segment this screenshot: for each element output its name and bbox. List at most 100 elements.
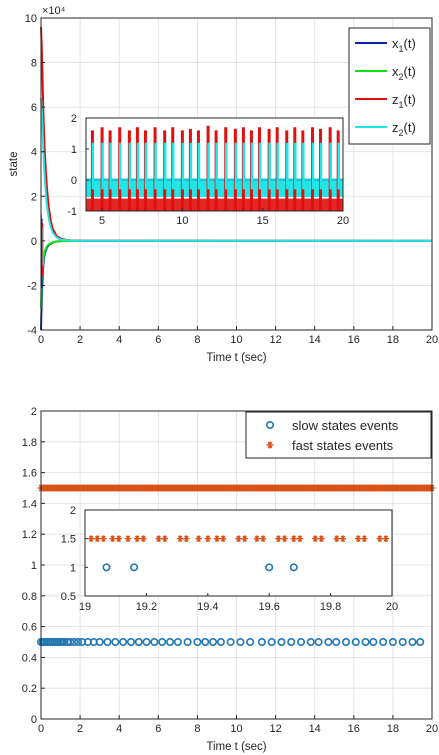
slow-event-marker: [119, 637, 128, 646]
inset-y-tick-label: 1: [70, 562, 76, 574]
y-tick-label: -4: [27, 325, 37, 337]
legend-label: z1(t): [392, 92, 416, 110]
chart-2: 0 2 4 6 8 10 12 14 16 18 2000.20.40.60.811.21.41.6…: [22, 406, 438, 753]
slow-event-marker: [142, 637, 151, 646]
slow-event-marker: [166, 637, 175, 646]
slow-event-marker: [297, 637, 306, 646]
x-tick-label: 2: [77, 334, 83, 346]
inset-y-tick-label: 2: [71, 113, 77, 125]
slow-event-marker: [150, 637, 159, 646]
slow-event-marker: [246, 637, 255, 646]
inset-fast-marker: [204, 535, 211, 542]
slow-event-marker: [398, 637, 407, 646]
inset-x-tick-label: 5: [99, 215, 105, 227]
x-tick-label: 12: [269, 334, 281, 346]
x-tick-label: 10: [230, 723, 242, 735]
inset-fast-marker: [339, 535, 347, 542]
inset-fast-marker: [133, 535, 141, 542]
inset-fast-marker: [312, 535, 319, 542]
y-tick-label: 1.4: [22, 498, 37, 510]
legend-label-suffix: (t): [404, 64, 416, 79]
x-tick-label: 6: [155, 334, 161, 346]
legend-swatch-fast: [266, 441, 274, 449]
inset-x-tick-label: 19.8: [320, 601, 341, 613]
x-axis-label: Time t (sec): [206, 352, 266, 364]
inset-fast-marker: [253, 535, 261, 542]
y-tick-label: 0.6: [22, 622, 37, 634]
y-tick-label: 4: [31, 147, 37, 159]
inset-slow-marker: [265, 563, 274, 572]
inset-fast-marker: [361, 535, 368, 542]
slow-event-marker: [183, 637, 192, 646]
x-tick-label: 2: [77, 723, 83, 735]
inset-x-tick-label: 20: [386, 601, 398, 613]
inset-frame: [84, 509, 393, 597]
inset-y-tick-label: 0.5: [61, 591, 76, 603]
legend-label-suffix: (t): [404, 36, 416, 51]
slow-event-marker: [416, 637, 425, 646]
slow-event-marker: [103, 637, 112, 646]
inset-fast-marker: [213, 535, 221, 542]
slow-event-marker: [388, 637, 397, 646]
legend-label-sub: 2: [399, 72, 404, 82]
inset-fast-marker: [290, 535, 297, 542]
x-tick-label: 8: [194, 723, 200, 735]
x-tick-label: 14: [309, 334, 321, 346]
slow-event-marker: [306, 637, 315, 646]
inset-fast-marker: [235, 535, 242, 542]
y-tick-label: 10: [25, 13, 37, 25]
slow-event-marker: [379, 637, 388, 646]
slow-event-marker: [173, 637, 182, 646]
inset-x-tick-label: 15: [257, 215, 269, 227]
slow-event-marker: [126, 637, 135, 646]
inset-fast-marker: [281, 535, 288, 542]
inset-slow-marker: [102, 563, 111, 572]
slow-event-marker: [209, 637, 218, 646]
legend-label-suffix: (t): [404, 92, 416, 107]
slow-event-marker: [216, 637, 225, 646]
slow-event-marker: [111, 637, 120, 646]
inset-z1-band: [86, 198, 343, 211]
slow-event-marker: [361, 637, 370, 646]
legend-label-sub: 2: [399, 128, 404, 138]
legend-swatch-slow: [265, 420, 274, 429]
slow-event-marker: [287, 637, 296, 646]
slow-event-marker: [369, 637, 378, 646]
slow-event-marker: [193, 637, 202, 646]
x-tick-label: 16: [348, 723, 360, 735]
legend-label-base: z: [392, 92, 399, 107]
inset-slow-marker: [130, 563, 139, 572]
inset-x-tick-label: 19.6: [258, 601, 279, 613]
inset-area: [85, 510, 392, 596]
inset-fast-marker: [333, 535, 340, 542]
x-tick-label: 0: [38, 334, 44, 346]
series-line-z2: [40, 98, 433, 242]
inset-fast-marker: [259, 535, 267, 542]
slow-event-marker: [66, 637, 75, 646]
inset-x-tick-label: 19.4: [197, 601, 218, 613]
x-tick-label: 4: [116, 334, 122, 346]
y-tick-label: 0: [31, 236, 37, 248]
inset-fast-marker: [296, 535, 304, 542]
x-tick-label: 18: [387, 723, 399, 735]
x-axis-label: Time t (sec): [206, 741, 266, 753]
inset-fast-marker: [100, 535, 107, 542]
inset-y-tick-label: 1: [71, 144, 77, 156]
inset-fast-marker: [161, 535, 169, 542]
inset-fast-marker: [318, 535, 325, 542]
slow-event-marker: [226, 637, 235, 646]
slow-event-marker: [277, 637, 286, 646]
x-tick-label: 10: [230, 334, 242, 346]
inset-fast-marker: [376, 535, 383, 542]
inset-frame: [85, 117, 344, 212]
y-tick-label: 2: [31, 406, 37, 418]
inset-fast-marker: [195, 535, 202, 542]
slow-event-marker: [201, 637, 210, 646]
x-tick-label: 0: [38, 723, 44, 735]
y-tick-label: 0: [31, 714, 37, 726]
legend: [245, 411, 432, 459]
y-tick-label: 2: [31, 191, 37, 203]
x-tick-label: 4: [116, 723, 122, 735]
y-tick-label: 1.8: [22, 437, 37, 449]
y-tick-label: 0.4: [22, 652, 37, 664]
